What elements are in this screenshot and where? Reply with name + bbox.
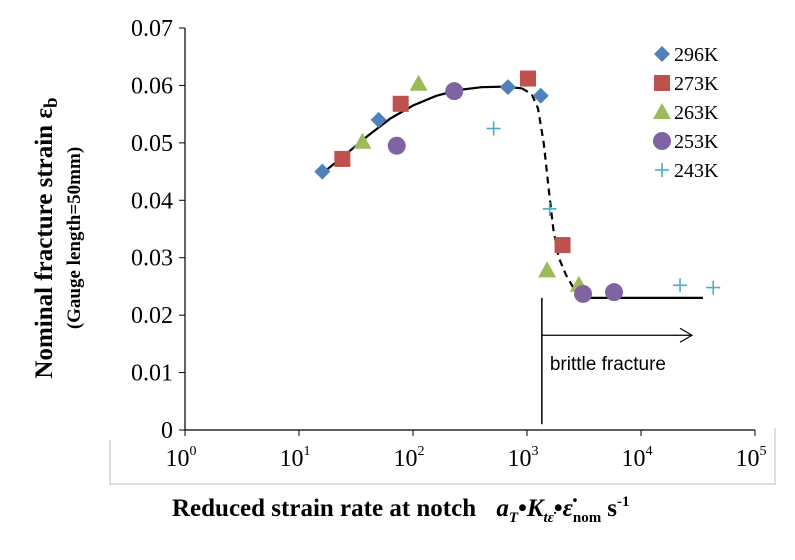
point-296K — [370, 111, 387, 128]
legend-marker-263K — [653, 103, 671, 119]
x-label-a-sub: T — [509, 510, 519, 526]
point-243K — [542, 201, 557, 216]
x-tick-label: 104 — [622, 444, 653, 472]
point-263K — [409, 74, 428, 91]
fit-curve-solid — [321, 85, 522, 175]
fit-curve-dashed — [521, 87, 583, 299]
x-label-unit-sup: -1 — [617, 494, 630, 510]
x-label-unit: s — [607, 495, 617, 522]
data-points — [314, 70, 721, 303]
y-tick-label: 0 — [161, 418, 173, 444]
y-axis-label-subscript: b — [41, 97, 62, 108]
legend-label-253K: 253K — [674, 131, 719, 153]
legend: 296K 273K 263K 253K 243K — [653, 44, 719, 182]
legend-label-243K: 243K — [674, 160, 719, 182]
y-tick-label: 0.05 — [131, 131, 173, 157]
legend-label-296K: 296K — [674, 44, 719, 66]
legend-marker-253K — [653, 132, 671, 150]
point-263K — [353, 132, 372, 149]
y-tick-label: 0.07 — [131, 16, 173, 42]
point-273K — [392, 95, 409, 112]
x-label-a: a — [496, 495, 509, 522]
legend-marker-296K — [654, 46, 670, 62]
point-243K — [486, 121, 501, 136]
y-axis-sublabel-text: (Gauge length=50mm) — [64, 147, 85, 329]
y-tick-label: 0.02 — [131, 303, 173, 329]
x-label-k-sub: tε̇ — [544, 510, 557, 526]
brittle-fracture-annotation: brittle fracture — [541, 297, 694, 425]
point-253K — [387, 136, 406, 155]
legend-marker-243K — [655, 163, 669, 177]
point-296K — [499, 79, 516, 96]
x-tick-label: 102 — [394, 444, 425, 472]
point-253K — [445, 82, 464, 101]
point-273K — [519, 70, 536, 87]
y-tick-label: 0.03 — [131, 246, 173, 272]
point-253K — [574, 284, 593, 303]
point-296K — [532, 87, 549, 104]
x-axis-label-prefix: Reduced strain rate at notch — [172, 495, 476, 522]
point-243K — [673, 278, 688, 293]
brittle-arrow-head — [679, 327, 694, 343]
x-tick-label: 103 — [508, 444, 539, 472]
y-tick-label: 0.01 — [131, 361, 173, 387]
point-296K — [314, 163, 331, 180]
point-273K — [554, 237, 571, 254]
point-273K — [334, 150, 351, 167]
legend-marker-273K — [654, 75, 670, 91]
x-tick-label: 105 — [736, 444, 767, 472]
x-label-dot1: • — [518, 495, 527, 522]
y-axis-label-main: Nominal fracture strain ε — [31, 108, 58, 379]
point-243K — [706, 280, 721, 295]
y-tick-label: 0.04 — [131, 188, 173, 214]
y-ticks: 0 0.01 0.02 0.03 0.04 0.05 0.06 0.07 — [131, 16, 185, 444]
y-tick-label: 0.06 — [131, 73, 173, 99]
brittle-fracture-label: brittle fracture — [550, 354, 666, 375]
x-label-dot2: • — [554, 495, 563, 522]
x-axis-label: Reduced strain rate at notch aT•Ktε̇•ε̇n… — [172, 494, 629, 526]
x-label-k: K — [526, 495, 546, 522]
x-tick-label: 101 — [280, 444, 311, 472]
svg-text:Nominal fracture strain εb: Nominal fracture strain εb — [31, 97, 62, 378]
y-axis-sublabel: (Gauge length=50mm) — [64, 147, 85, 329]
point-263K — [538, 261, 557, 278]
legend-label-273K: 273K — [674, 73, 719, 95]
point-253K — [605, 283, 624, 302]
legend-label-263K: 263K — [674, 102, 719, 124]
x-tick-label: 100 — [166, 444, 197, 472]
y-axis-label: Nominal fracture strain εb — [31, 97, 62, 378]
x-label-eps-sub: nom — [573, 510, 602, 526]
x-ticks: 100 101 102 103 104 105 — [166, 430, 767, 472]
